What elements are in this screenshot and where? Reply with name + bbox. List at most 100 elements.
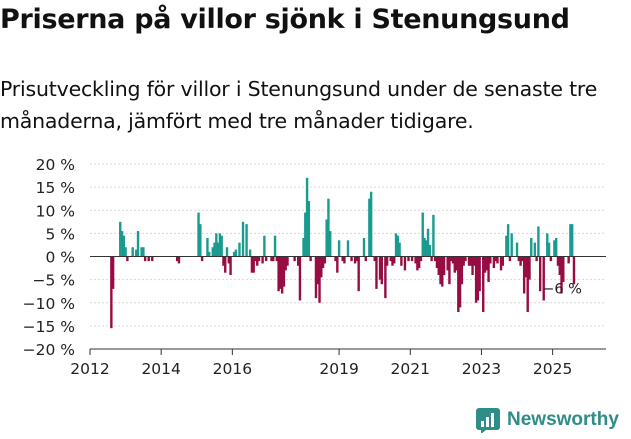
bar (227, 256, 230, 264)
bar (334, 256, 337, 262)
bar (316, 256, 319, 285)
y-tick-label: −5 % (32, 272, 75, 290)
bar (373, 256, 376, 262)
bar (535, 256, 538, 262)
bar (261, 256, 264, 264)
bar (337, 240, 341, 257)
bar (432, 214, 435, 257)
bar (323, 256, 327, 264)
bar (403, 256, 407, 271)
newsworthy-logo-icon (476, 408, 500, 433)
bar (378, 256, 382, 280)
bar (554, 238, 558, 257)
bar (567, 256, 570, 264)
bar (464, 256, 467, 262)
bar (501, 256, 504, 266)
bar (524, 256, 528, 278)
x-tick-label: 2016 (213, 360, 252, 378)
bar (423, 238, 426, 257)
bar (508, 256, 512, 262)
bar (353, 256, 357, 264)
bar (341, 256, 344, 262)
bar (296, 256, 300, 266)
bar (197, 212, 200, 257)
bar (346, 240, 350, 257)
bar (140, 247, 143, 257)
bar (521, 256, 524, 262)
bar (307, 201, 311, 257)
x-tick-label: 2019 (319, 360, 358, 378)
bar (238, 242, 241, 257)
bar (442, 256, 446, 275)
bar (451, 256, 455, 264)
bar (560, 256, 563, 294)
bar (570, 224, 574, 257)
bar (119, 221, 122, 257)
bar (492, 256, 496, 269)
bar (400, 256, 403, 266)
bar (263, 235, 266, 257)
bar (122, 235, 126, 257)
bar (136, 231, 140, 257)
bar (572, 256, 576, 285)
bar (213, 242, 216, 257)
bar (220, 235, 223, 257)
bar (293, 256, 296, 262)
bar (410, 256, 414, 262)
bar (446, 256, 449, 271)
bar (421, 212, 424, 257)
bar (547, 242, 551, 257)
bar (389, 256, 392, 262)
bar (369, 191, 373, 257)
bar (206, 238, 209, 257)
y-axis-labels: −20 % −15 % −10 % −5 % 0 % 5 % 10 % 15 % 20 % (23, 156, 75, 359)
bar (537, 226, 540, 257)
bar (428, 244, 432, 257)
bar (460, 256, 464, 285)
bar-chart: −20 % −15 % −10 % −5 % 0 % 5 % 10 % 15 % 20 % 20… (23, 156, 606, 378)
bar (177, 256, 181, 264)
bar (229, 256, 232, 275)
y-tick-label: −10 % (23, 295, 75, 313)
chart-subtitle: Prisutveckling för villor i Stenungsund … (0, 77, 598, 133)
bar (542, 256, 545, 301)
bar (314, 256, 318, 299)
bar (474, 256, 478, 303)
bar (309, 256, 312, 262)
bar (526, 256, 529, 312)
bar (131, 247, 134, 257)
bar (533, 242, 537, 257)
bar (439, 256, 442, 285)
newsworthy-logo-text: Newsworthy (507, 409, 619, 430)
bar (515, 242, 519, 257)
bar (453, 256, 456, 273)
bar (256, 256, 259, 266)
chart-title: Priserna på villor sjönk i Stenungsund (0, 4, 570, 35)
bar (277, 256, 280, 292)
y-tick-label: 20 % (36, 156, 75, 174)
bar (241, 221, 245, 257)
bar (222, 256, 225, 266)
bar (417, 256, 421, 269)
bar (275, 256, 279, 262)
bar (391, 256, 394, 266)
bar (448, 256, 451, 285)
bar (469, 256, 472, 266)
bar (441, 256, 444, 287)
bar (419, 256, 423, 262)
bar (368, 198, 371, 257)
bar (522, 256, 526, 294)
bar (124, 247, 127, 257)
bar (321, 256, 325, 269)
bar (147, 256, 150, 262)
bar (208, 251, 211, 257)
bar (273, 235, 277, 257)
bar (142, 247, 145, 257)
bar (471, 256, 474, 275)
y-tick-label: −20 % (23, 341, 75, 359)
bar (462, 256, 465, 266)
bar (384, 256, 387, 299)
bar (111, 256, 115, 289)
bar (302, 238, 305, 257)
bar (478, 256, 481, 292)
